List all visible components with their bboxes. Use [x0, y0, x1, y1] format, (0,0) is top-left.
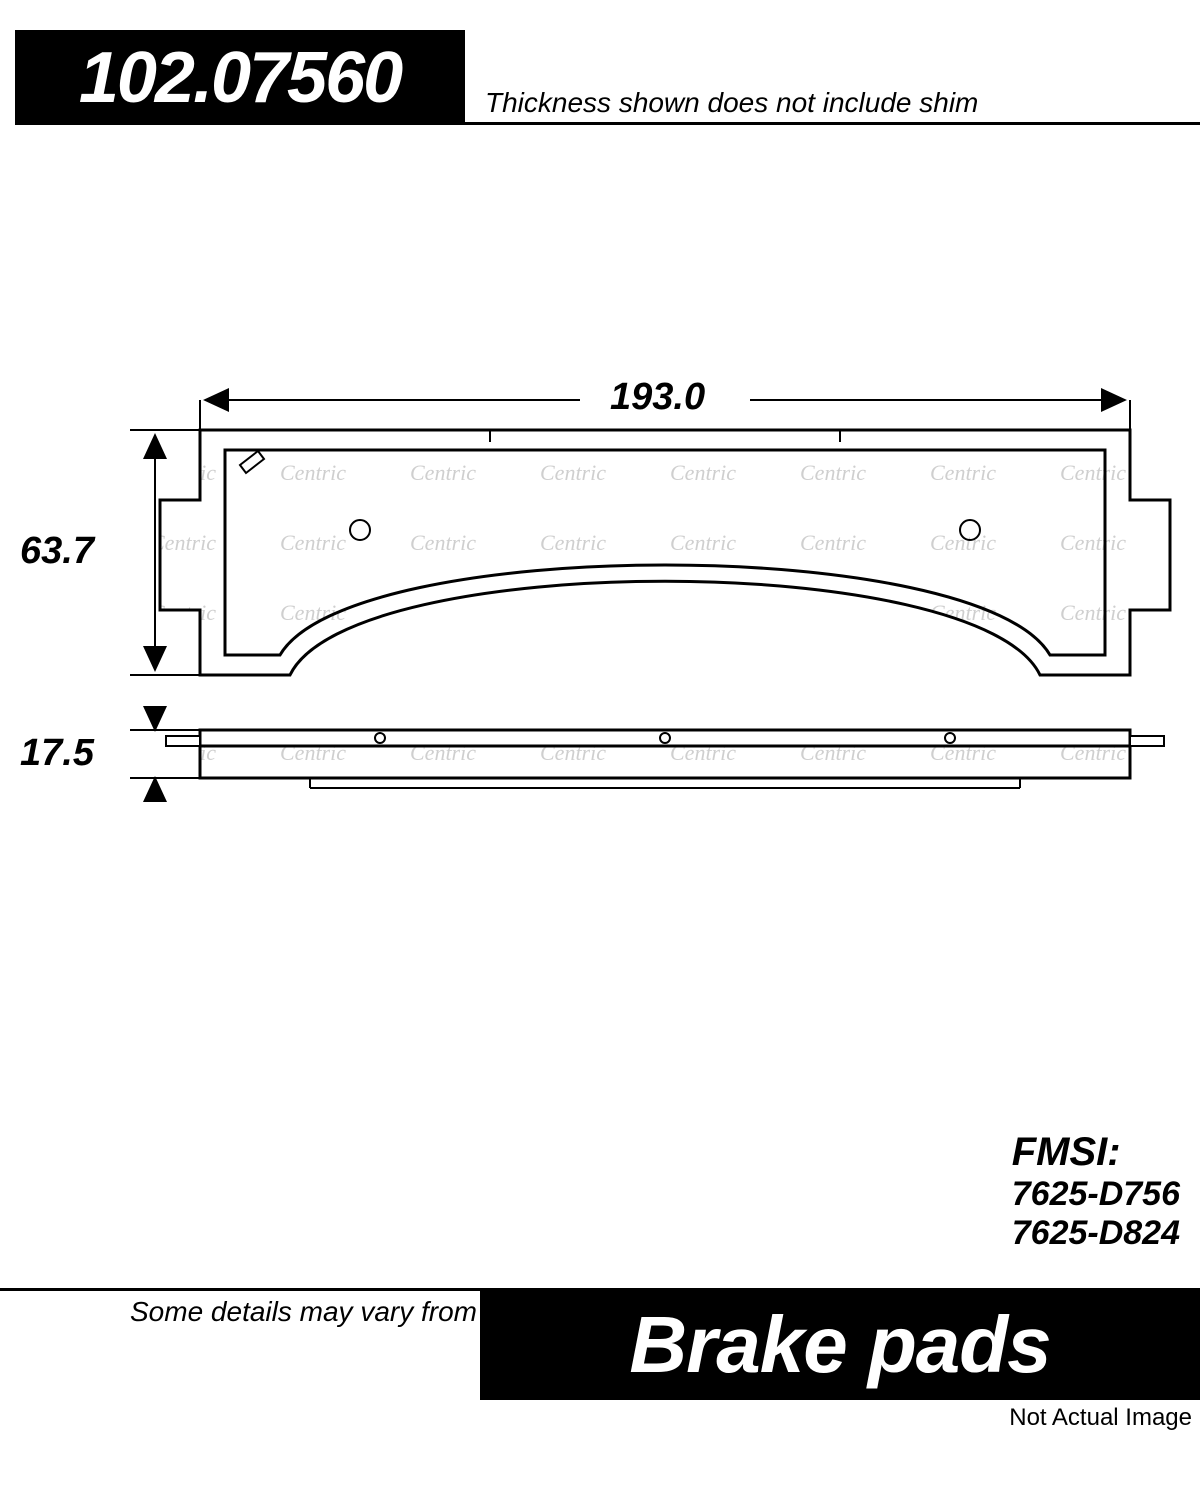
thickness-note: Thickness shown does not include shim [485, 87, 978, 119]
diagram-area: Centric [20, 370, 1180, 930]
category-label: Brake pads [629, 1299, 1050, 1391]
dim-thickness [130, 710, 200, 798]
header-rule [465, 122, 1200, 125]
dim-width-label: 193.0 [610, 376, 705, 419]
fmsi-label: FMSI: [1012, 1130, 1180, 1175]
fmsi-code-0: 7625-D756 [1012, 1175, 1180, 1214]
brake-pad-drawing: Centric [20, 370, 1180, 930]
fmsi-code-1: 7625-D824 [1012, 1214, 1180, 1253]
dim-height-label: 63.7 [20, 530, 94, 573]
part-number: 102.07560 [79, 37, 401, 119]
category-box: Brake pads [480, 1290, 1200, 1400]
top-view [166, 730, 1164, 788]
front-view [160, 430, 1170, 675]
part-number-box: 102.07560 [15, 30, 465, 125]
dim-thickness-label: 17.5 [20, 732, 94, 775]
not-actual-note: Not Actual Image [1009, 1404, 1192, 1432]
fmsi-block: FMSI: 7625-D756 7625-D824 [1012, 1130, 1180, 1253]
header-band: 102.07560 Thickness shown does not inclu… [15, 30, 1200, 125]
